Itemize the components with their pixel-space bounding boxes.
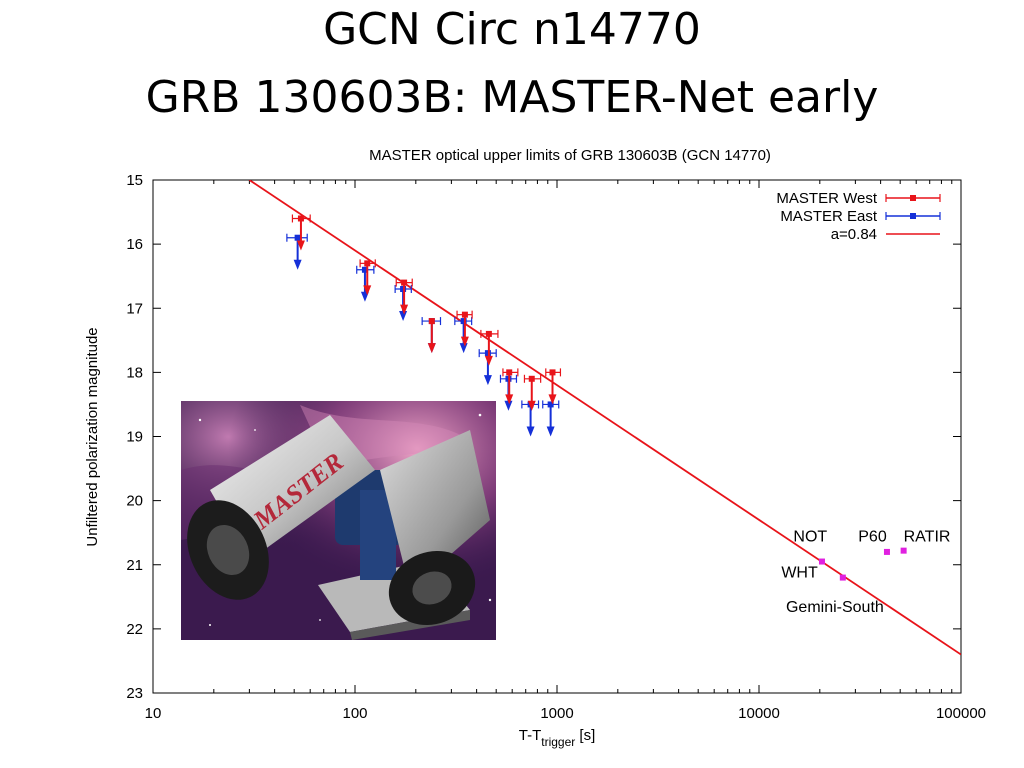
data-point-marker [364, 260, 371, 267]
master-telescope-photo: MASTER [181, 401, 496, 640]
y-tick-label: 20 [126, 493, 143, 510]
x-axis-label: T-Ttrigger [s] [519, 727, 596, 749]
data-marks [286, 214, 907, 581]
upper-limit-arrow-head [483, 375, 492, 386]
y-tick-label: 15 [126, 172, 143, 189]
annotations: NOT P60 RATIR WHT Gemini-South [781, 529, 950, 617]
y-tick-label: 23 [126, 685, 143, 702]
annotation-label: P60 [858, 529, 887, 546]
y-tick-label: 16 [126, 236, 143, 253]
data-point-marker [461, 311, 468, 318]
master-east-point [286, 233, 308, 270]
upper-limit-arrow-head [460, 336, 469, 347]
x-tick-label: 100 [342, 705, 367, 722]
legend-label: a=0.84 [831, 226, 877, 243]
other-observation-point [883, 548, 890, 555]
master-east-point [356, 265, 375, 302]
other-observation-point [900, 547, 907, 554]
data-point-marker [485, 330, 492, 337]
data-point-marker [549, 369, 556, 376]
master-east-point [454, 317, 473, 354]
legend-label: MASTER West [776, 190, 877, 207]
x-axis-label-main: T-T [519, 727, 542, 744]
legend-label: MASTER East [780, 208, 878, 225]
chart-title: MASTER optical upper limits of GRB 13060… [369, 147, 771, 164]
data-point-marker [506, 369, 513, 376]
master-west-point [427, 318, 436, 354]
y-tick-label: 18 [126, 364, 143, 381]
master-west-point [359, 259, 376, 296]
upper-limit-arrow-head [546, 426, 555, 437]
data-point-marker [528, 375, 535, 382]
upper-limit-arrow-head [459, 343, 468, 354]
data-point-marker [400, 286, 407, 293]
slide-title-line-2: GRB 130603B: MASTER-Net early [145, 72, 879, 123]
master-west-point [523, 374, 542, 411]
annotation-label: RATIR [904, 529, 951, 546]
legend-marker [910, 195, 916, 201]
data-point-marker [297, 215, 304, 222]
upper-limit-arrow-head [427, 343, 436, 354]
master-west-point [480, 329, 499, 366]
slide-title-line-1: GCN Circ n14770 [323, 4, 701, 55]
upper-limit-arrow-head [526, 426, 535, 437]
upper-limit-arrow-head [293, 259, 302, 270]
data-point-marker [547, 401, 554, 408]
x-axis-label-sub: trigger [541, 735, 575, 749]
data-point-marker [401, 279, 408, 286]
y-tick-label: 17 [126, 300, 143, 317]
master-west-point [456, 310, 473, 347]
upper-limit-arrow-head [363, 285, 372, 296]
annotation-label: Gemini-South [786, 599, 884, 616]
annotation-label: WHT [781, 564, 818, 581]
data-point-marker [361, 266, 368, 273]
master-west-point [545, 368, 562, 405]
upper-limit-arrow-head [484, 355, 493, 366]
upper-limit-arrow-head [505, 394, 514, 405]
annotation-label: NOT [793, 529, 827, 546]
other-observation-point [839, 574, 846, 581]
x-axis: 10 100 1000 10000 100000 [145, 180, 986, 722]
x-axis-label-unit: [s] [575, 727, 595, 744]
x-tick-label: 10 [145, 705, 162, 722]
master-east-point [478, 349, 497, 386]
upper-limit-arrow-head [296, 240, 305, 251]
master-west-point [291, 214, 311, 251]
upper-limit-arrow-head [399, 311, 408, 322]
y-tick-label: 19 [126, 429, 143, 446]
legend-marker [910, 213, 916, 219]
x-tick-label: 100000 [936, 705, 986, 722]
data-point-marker [294, 234, 301, 241]
upper-limit-arrow-head [527, 400, 536, 411]
y-tick-label: 21 [126, 557, 143, 574]
x-tick-label: 1000 [540, 705, 573, 722]
upper-limit-arrow-head [504, 400, 513, 411]
x-tick-label: 10000 [738, 705, 780, 722]
y-tick-label: 22 [126, 621, 143, 638]
data-point-marker [460, 318, 467, 325]
master-west-point [502, 368, 519, 405]
y-axis-label: Unfiltered polarization magnitude [84, 327, 101, 546]
upper-limit-arrow-head [400, 304, 409, 315]
master-east-point [542, 400, 560, 437]
upper-limit-arrow-head [548, 394, 557, 405]
y-axis: 15 16 17 18 19 20 21 22 23 [126, 172, 961, 702]
other-observation-point [818, 558, 825, 565]
data-point-marker [428, 318, 435, 325]
master-west-point [395, 278, 413, 315]
